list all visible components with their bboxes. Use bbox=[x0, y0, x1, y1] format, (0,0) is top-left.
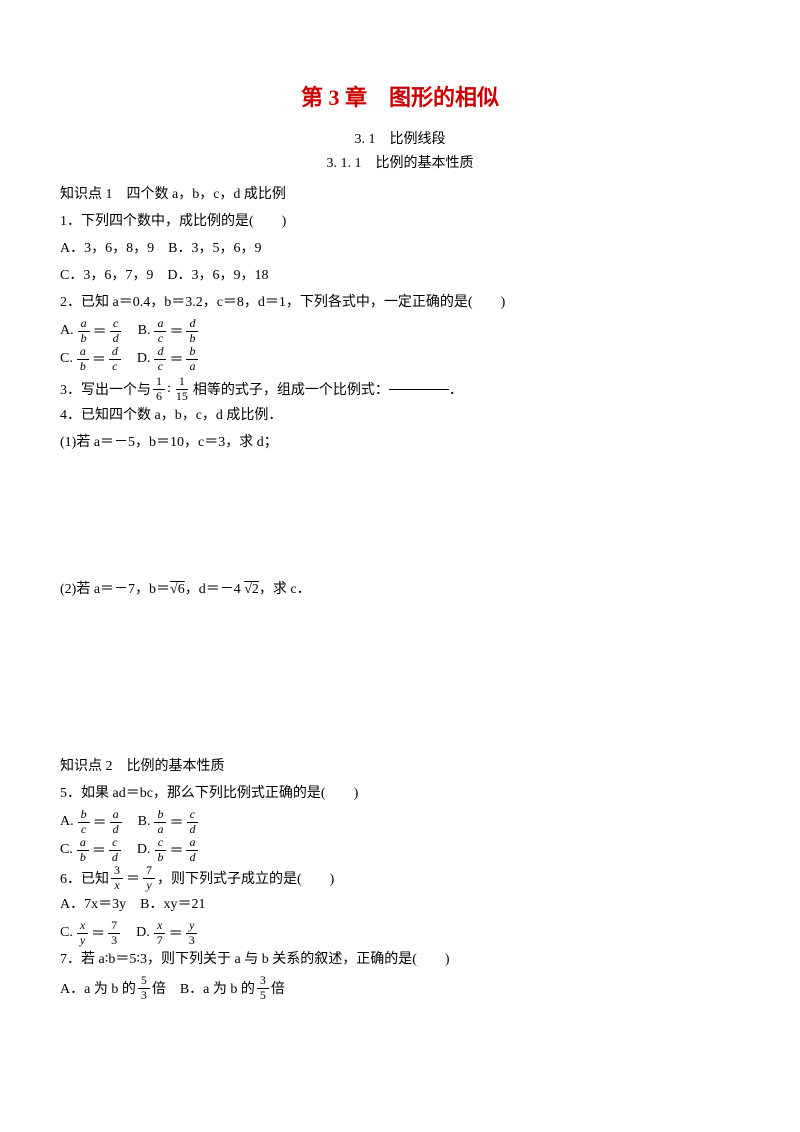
q5-opt-b-label: B. bbox=[138, 814, 151, 830]
subsection-title: 3. 1. 1 比例的基本性质 bbox=[60, 152, 740, 172]
q7-options-ab: A．a 为 b 的 53 倍 B．a 为 b 的 35 倍 bbox=[60, 976, 740, 1000]
q5-opt-d-label: D. bbox=[137, 842, 151, 858]
q6-options-cd: C. xy ＝ 73 D. x7 ＝ y3 bbox=[60, 921, 740, 945]
q1-options-ab: A．3，6，8，9 B．3，5，6，9 bbox=[60, 238, 740, 259]
q5-opt-c-label: C. bbox=[60, 842, 73, 858]
q2-options-row2: C. ab ＝ dc D. dc ＝ ba bbox=[60, 347, 740, 371]
q2-opt-c-label: C. bbox=[60, 351, 73, 367]
q5-opt-a-label: A. bbox=[60, 814, 74, 830]
q6-options-ab: A．7x＝3y B．xy＝21 bbox=[60, 894, 740, 915]
question-3: 3．写出一个与 16 : 115 相等的式子，组成一个比例式： ． bbox=[60, 377, 740, 401]
q5-options-row2: C. ab ＝ cd D. cb ＝ ad bbox=[60, 838, 740, 862]
question-4: 4．已知四个数 a，b，c，d 成比例． bbox=[60, 405, 740, 426]
q1-options-cd: C．3，6，7，9 D．3，6，9，18 bbox=[60, 265, 740, 286]
document-page: 第 3 章 图形的相似 3. 1 比例线段 3. 1. 1 比例的基本性质 知识… bbox=[0, 0, 800, 1044]
question-6: 6．已知 3x ＝ 7y ，则下列式子成立的是( ) bbox=[60, 866, 740, 890]
q4-part1: (1)若 a＝－5，b＝10，c＝3，求 d； bbox=[60, 432, 740, 453]
q6-opt-c-label: C. bbox=[60, 925, 73, 941]
q2-opt-a-label: A. bbox=[60, 323, 74, 339]
q2-opt-b-label: B. bbox=[138, 323, 151, 339]
question-7: 7．若 a∶b＝5∶3，则下列关于 a 与 b 关系的叙述，正确的是( ) bbox=[60, 949, 740, 970]
q5-options-row1: A. bc ＝ ad B. ba ＝ cd bbox=[60, 810, 740, 834]
question-1: 1．下列四个数中，成比例的是( ) bbox=[60, 211, 740, 232]
question-5: 5．如果 ad＝bc，那么下列比例式正确的是( ) bbox=[60, 783, 740, 804]
q2-opt-d-label: D. bbox=[137, 351, 151, 367]
question-2: 2．已知 a＝0.4，b＝3.2，c＝8，d＝1，下列各式中，一定正确的是( ) bbox=[60, 292, 740, 313]
knowledge-point-1: 知识点 1 四个数 a，b，c，d 成比例 bbox=[60, 184, 740, 205]
knowledge-point-2: 知识点 2 比例的基本性质 bbox=[60, 756, 740, 777]
q2-options-row1: A. ab ＝ cd B. ac ＝ db bbox=[60, 319, 740, 343]
blank-fill[interactable] bbox=[389, 389, 449, 390]
chapter-title: 第 3 章 图形的相似 bbox=[60, 80, 740, 112]
q6-opt-d-label: D. bbox=[136, 925, 150, 941]
section-title: 3. 1 比例线段 bbox=[60, 128, 740, 148]
q4-part2: (2)若 a＝－7，b＝√6，d＝－4 √2，求 c． bbox=[60, 579, 740, 600]
